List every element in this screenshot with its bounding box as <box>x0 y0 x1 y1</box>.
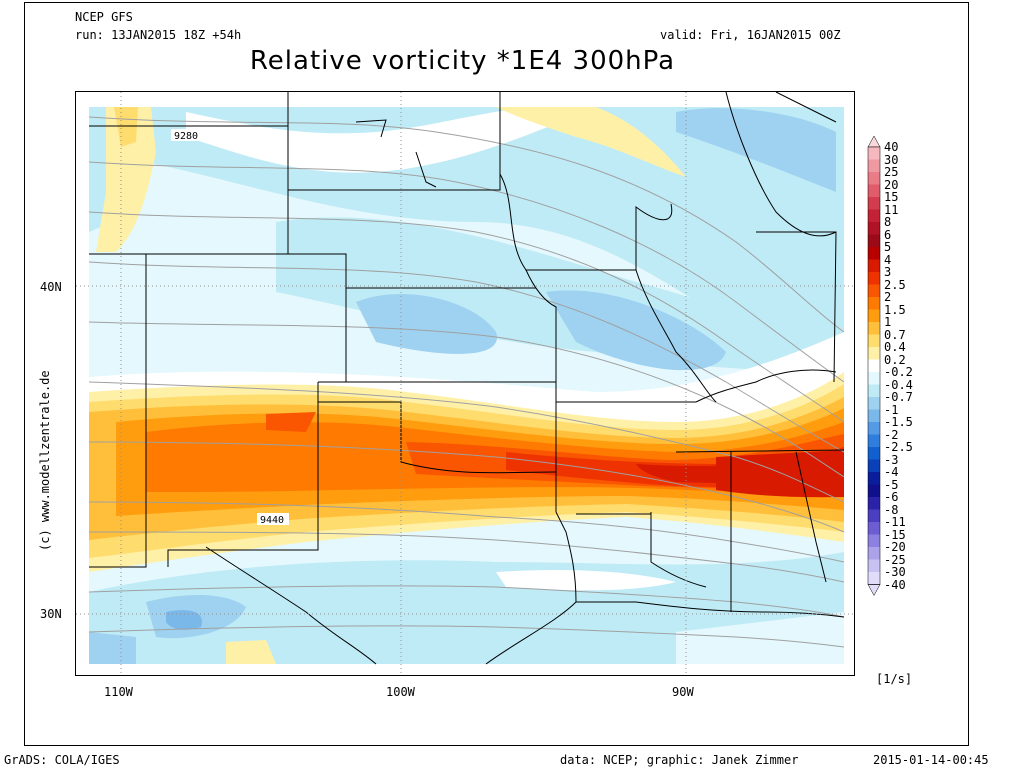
colorbar-swatch <box>868 534 880 548</box>
colorbar-swatch <box>868 209 880 223</box>
colorbar-tick-label: -25 <box>884 552 906 567</box>
colorbar-swatch <box>868 434 880 448</box>
footer-timestamp: 2015-01-14-00:45 <box>873 753 989 767</box>
colorbar-tick-label: 0.2 <box>884 352 906 367</box>
lat-label-40n: 40N <box>40 280 62 294</box>
map-plot-area: 9280 9440 <box>75 91 855 676</box>
colorbar-tick-label: 8 <box>884 215 892 229</box>
colorbar-swatch <box>868 372 880 385</box>
colorbar-swatch <box>868 547 880 560</box>
lat-label-30n: 30N <box>40 607 62 621</box>
colorbar-tick-label: 1.5 <box>884 302 906 317</box>
colorbar-swatch <box>868 472 880 485</box>
colorbar-tick-label: -40 <box>884 577 906 592</box>
colorbar-tick-label: -0.2 <box>884 365 913 379</box>
colorbar-tick-label: 0.4 <box>884 340 906 354</box>
colorbar-tick-label: 40 <box>884 140 899 154</box>
colorbar-tick-label: -3 <box>884 452 899 467</box>
colorbar-tick-label: 15 <box>884 190 899 204</box>
colorbar-bottom-arrow <box>867 584 881 597</box>
colorbar-swatch <box>868 159 880 173</box>
lon-label-110w: 110W <box>104 685 133 699</box>
footer-credits: data: NCEP; graphic: Janek Zimmer <box>560 753 799 767</box>
colorbar-scale <box>867 135 881 597</box>
colorbar-tick-label: -11 <box>884 515 906 529</box>
colorbar-swatch <box>868 259 880 273</box>
colorbar-tick-label: 11 <box>884 202 899 217</box>
colorbar-tick-label: 5 <box>884 240 892 254</box>
colorbar-tick-label: 6 <box>884 227 892 242</box>
colorbar-swatch <box>868 197 880 210</box>
colorbar-swatch <box>868 559 880 573</box>
colorbar-top-arrow <box>867 135 881 148</box>
colorbar-tick-label: 25 <box>884 165 899 179</box>
figure-frame <box>24 2 969 746</box>
colorbar-tick-label: 3 <box>884 265 892 279</box>
colorbar-swatch <box>868 497 880 510</box>
colorbar-tick-label: 2.5 <box>884 277 906 292</box>
footer-software: GrADS: COLA/IGES <box>4 753 120 767</box>
model-name: NCEP GFS <box>75 10 133 24</box>
colorbar-swatch <box>868 309 880 323</box>
colorbar-tick-label: 1 <box>884 315 892 329</box>
colorbar-tick-label: -2 <box>884 427 899 442</box>
colorbar-swatch <box>868 409 880 423</box>
lon-label-100w: 100W <box>386 685 415 699</box>
colorbar-tick-label: -1.5 <box>884 415 913 429</box>
colorbar-swatch <box>868 147 880 160</box>
colorbar-tick-label: -30 <box>884 565 906 579</box>
colorbar-swatch <box>868 422 880 435</box>
colorbar-swatch <box>868 222 880 235</box>
colorbar-swatch <box>868 459 880 473</box>
colorbar-tick-label: 4 <box>884 252 892 267</box>
colorbar-tick-label: -0.4 <box>884 377 913 392</box>
colorbar-swatch <box>868 322 880 335</box>
colorbar <box>866 135 882 639</box>
valid-time: valid: Fri, 16JAN2015 00Z <box>660 28 841 42</box>
colorbar-tick-label: -8 <box>884 502 899 517</box>
colorbar-swatch <box>868 247 880 260</box>
colorbar-swatch <box>868 397 880 410</box>
colorbar-swatch <box>868 447 880 460</box>
colorbar-tick-label: -2.5 <box>884 440 913 454</box>
colorbar-tick-label: 2 <box>884 290 892 304</box>
lon-label-90w: 90W <box>672 685 694 699</box>
colorbar-tick-label: -1 <box>884 402 899 417</box>
colorbar-swatch <box>868 272 880 285</box>
colorbar-swatch <box>868 297 880 310</box>
colorbar-swatch <box>868 347 880 360</box>
colorbar-tick-label: -0.7 <box>884 390 913 404</box>
colorbar-swatch <box>868 384 880 398</box>
colorbar-swatch <box>868 484 880 498</box>
colorbar-tick-label: -5 <box>884 477 899 492</box>
colorbar-swatch <box>868 522 880 535</box>
colorbar-swatch <box>868 184 880 198</box>
contour-label-9440: 9440 <box>260 515 284 526</box>
chart-title: Relative vorticity *1E4 300hPa <box>249 46 676 76</box>
colorbar-swatch <box>868 284 880 298</box>
colorbar-swatch <box>868 234 880 248</box>
run-info: run: 13JAN2015 18Z +54h <box>75 28 242 42</box>
colorbar-swatch <box>868 509 880 523</box>
colorbar-tick-label: -6 <box>884 490 899 504</box>
colorbar-tick-label: 0.7 <box>884 327 906 342</box>
colorbar-swatch <box>868 172 880 185</box>
colorbar-swatch <box>868 359 880 373</box>
colorbar-tick-label: -15 <box>884 527 906 542</box>
contour-label-9280: 9280 <box>174 131 198 142</box>
colorbar-tick-label: 20 <box>884 177 899 192</box>
map-canvas: 9280 9440 <box>76 92 854 675</box>
colorbar-swatch <box>868 334 880 348</box>
colorbar-tick-label: -4 <box>884 465 899 479</box>
colorbar-units: [1/s] <box>876 672 913 686</box>
colorbar-tick-label: 30 <box>884 152 899 167</box>
colorbar-tick-label: -20 <box>884 540 906 554</box>
watermark: (c) www.modellzentrale.de <box>38 370 52 551</box>
colorbar-swatch <box>868 572 880 585</box>
